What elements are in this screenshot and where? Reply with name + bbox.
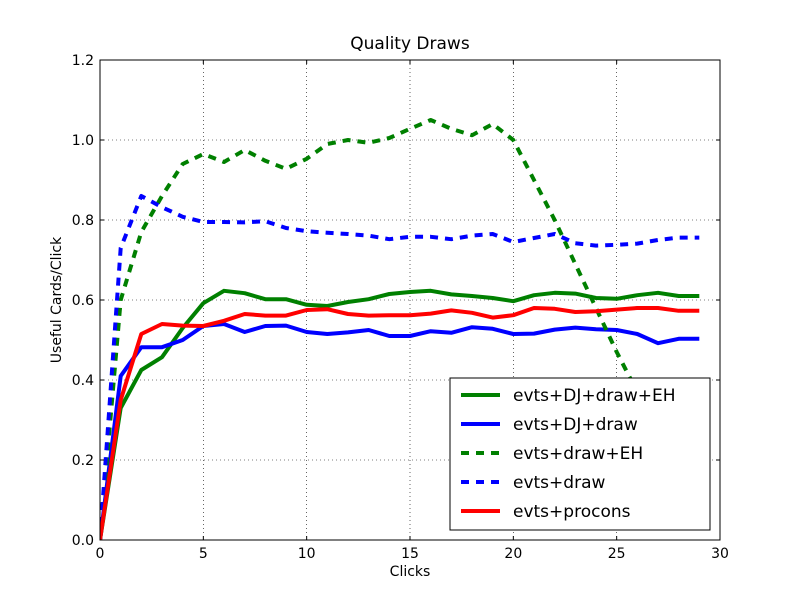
y-tick-label: 0.2 (72, 453, 94, 469)
tick-labels: 0 5 10 15 20 25 30 0.0 0.2 0.4 0.6 0.8 1.0 1.2 (72, 53, 729, 562)
y-tick-label: 0.4 (72, 373, 94, 389)
x-tick-label: 10 (298, 546, 316, 562)
series-line-evts-dj-draw (100, 322, 700, 540)
y-tick-label: 1.2 (72, 53, 94, 69)
chart-title: Quality Draws (350, 34, 470, 54)
x-axis-label: Clicks (390, 564, 431, 580)
series-line-evts-draw (100, 194, 700, 540)
y-tick-label: 0.6 (72, 293, 94, 309)
y-tick-label: 1.0 (72, 133, 94, 149)
legend-label: evts+procons (513, 502, 631, 522)
x-tick-label: 5 (199, 546, 208, 562)
legend-label: evts+draw (513, 473, 605, 493)
series-line-evts-procons (100, 306, 700, 540)
y-tick-label: 0.0 (72, 533, 94, 549)
y-tick-label: 0.8 (72, 213, 94, 229)
axis-ticks (99, 59, 721, 541)
x-tick-label: 0 (96, 546, 105, 562)
legend: evts+DJ+draw+EH evts+DJ+draw evts+draw+EH e… (449, 377, 711, 531)
legend-label: evts+draw+EH (513, 444, 643, 464)
legend-label: evts+DJ+draw+EH (513, 386, 676, 406)
series-line-evts-draw-eh (100, 118, 701, 540)
x-tick-label: 25 (608, 546, 626, 562)
x-tick-label: 15 (401, 546, 419, 562)
y-axis-label: Useful Cards/Click (49, 236, 65, 363)
series-layer (100, 118, 701, 540)
x-tick-label: 20 (504, 546, 522, 562)
x-tick-label: 30 (711, 546, 729, 562)
legend-label: evts+DJ+draw (513, 415, 638, 435)
series-line-evts-dj-draw-eh (100, 288, 700, 540)
